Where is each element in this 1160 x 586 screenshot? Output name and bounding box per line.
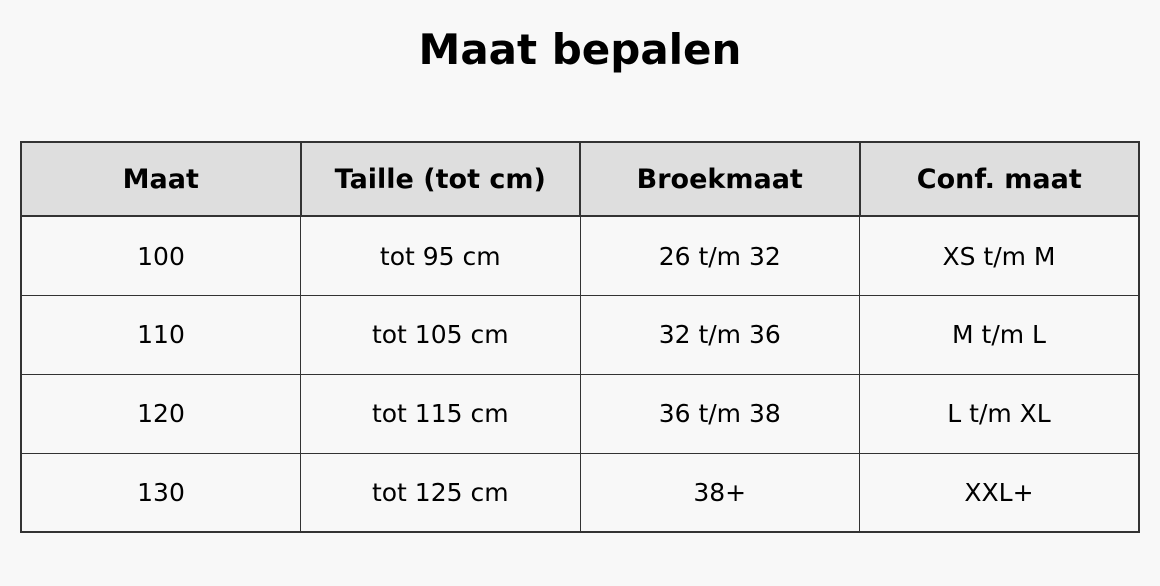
column-header-broekmaat: Broekmaat xyxy=(579,141,861,218)
table-cell: tot 105 cm xyxy=(300,294,581,375)
table-header-row: Maat Taille (tot cm) Broekmaat Conf. maa… xyxy=(20,141,1140,218)
column-header-conf-maat: Conf. maat xyxy=(858,141,1140,218)
table-cell: tot 125 cm xyxy=(300,452,581,533)
table-cell: 26 t/m 32 xyxy=(579,215,860,296)
table-cell: 100 xyxy=(20,215,301,296)
table-cell: 32 t/m 36 xyxy=(579,294,860,375)
column-header-taille: Taille (tot cm) xyxy=(299,141,581,218)
table-cell: L t/m XL xyxy=(859,373,1140,454)
table-row: 100 tot 95 cm 26 t/m 32 XS t/m M xyxy=(20,215,1140,296)
table-cell: 38+ xyxy=(579,452,860,533)
page: Maat bepalen Maat Taille (tot cm) Broekm… xyxy=(0,25,1160,534)
table-cell: 110 xyxy=(20,294,301,375)
table-cell: 130 xyxy=(20,452,301,533)
table-cell: 120 xyxy=(20,373,301,454)
table-cell: tot 95 cm xyxy=(300,215,581,296)
size-table: Maat Taille (tot cm) Broekmaat Conf. maa… xyxy=(20,141,1140,534)
table-cell: XXL+ xyxy=(859,452,1140,533)
table-row: 130 tot 125 cm 38+ XXL+ xyxy=(20,452,1140,533)
table-cell: XS t/m M xyxy=(859,215,1140,296)
table-row: 120 tot 115 cm 36 t/m 38 L t/m XL xyxy=(20,373,1140,454)
table-cell: M t/m L xyxy=(859,294,1140,375)
table-cell: tot 115 cm xyxy=(300,373,581,454)
table-row: 110 tot 105 cm 32 t/m 36 M t/m L xyxy=(20,294,1140,375)
page-title: Maat bepalen xyxy=(418,25,742,74)
column-header-maat: Maat xyxy=(20,141,302,218)
table-head: Maat Taille (tot cm) Broekmaat Conf. maa… xyxy=(20,141,1140,218)
table-body: 100 tot 95 cm 26 t/m 32 XS t/m M 110 tot 105 … xyxy=(20,215,1140,533)
table-cell: 36 t/m 38 xyxy=(579,373,860,454)
